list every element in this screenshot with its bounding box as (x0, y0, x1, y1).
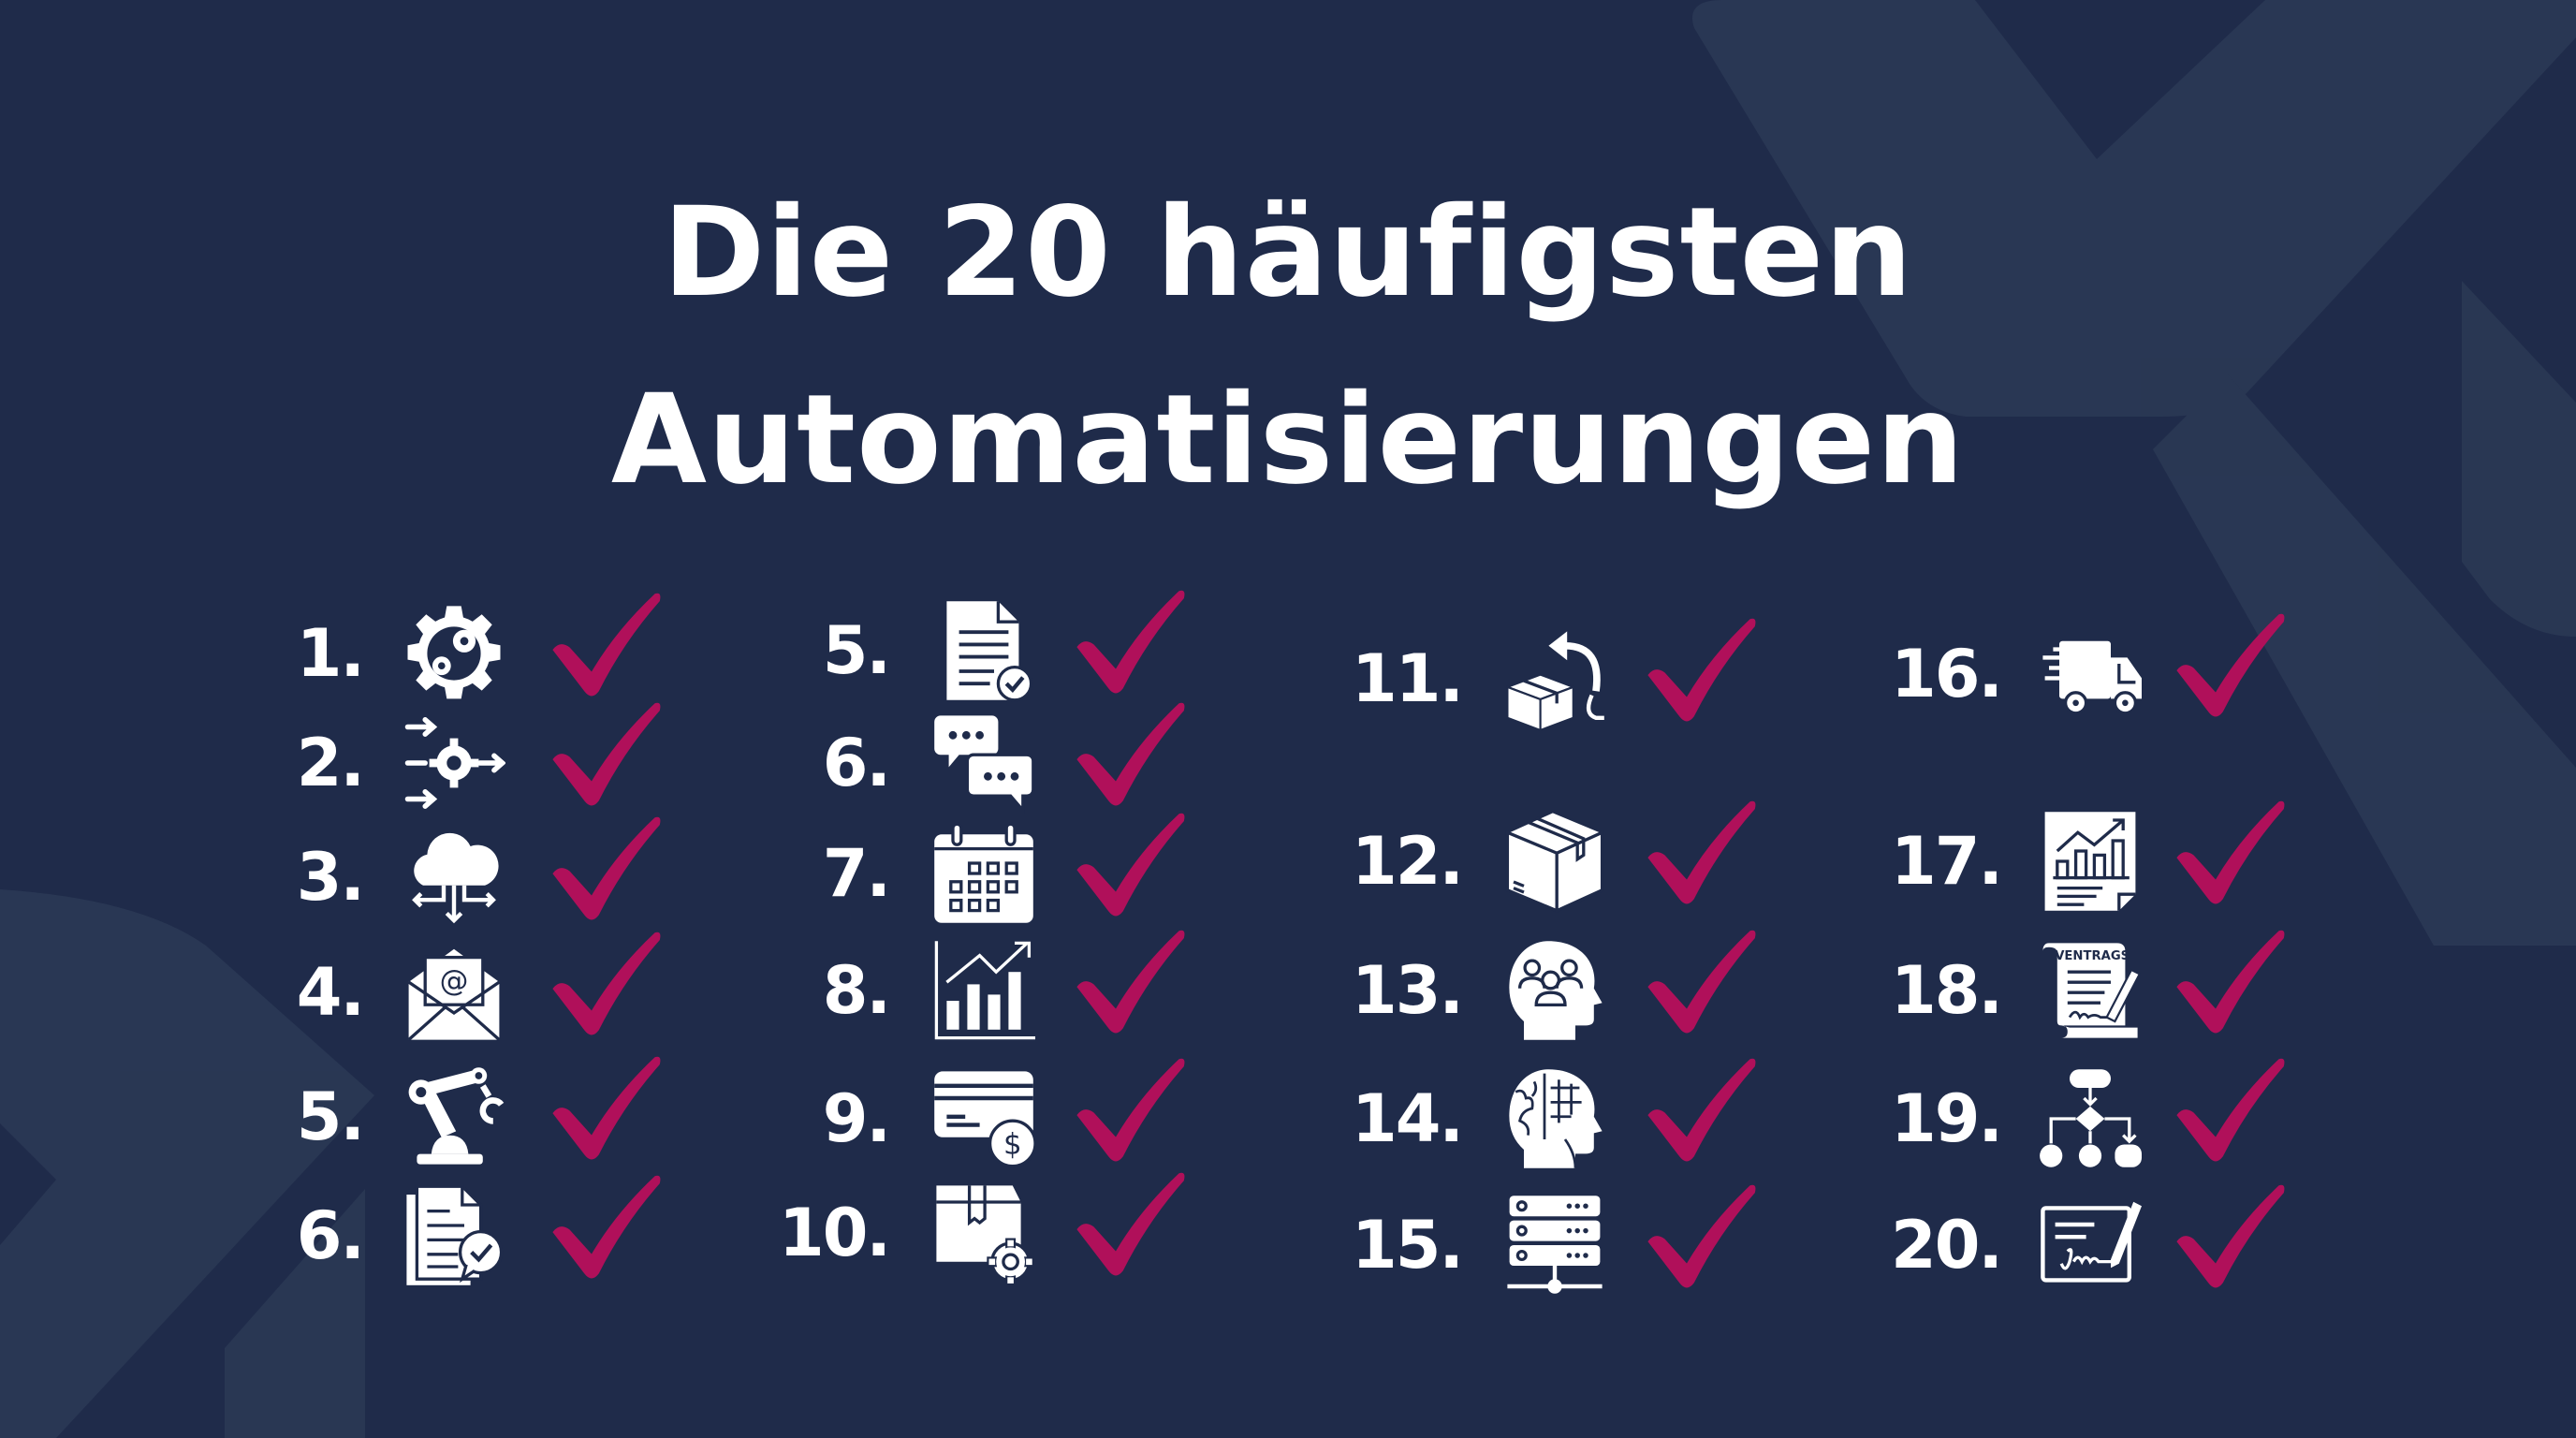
check-icon (1067, 1052, 1189, 1174)
list-item-13: 13. (0, 930, 1778, 1042)
check-icon (1638, 924, 1760, 1046)
e-signature-icon (2039, 1194, 2142, 1297)
item-number: 16. (1890, 636, 2003, 712)
list-item-11: 11. (0, 618, 1778, 730)
growth-chart-icon (932, 939, 1035, 1042)
head-people-icon (1503, 939, 1606, 1042)
delivery-truck-icon (2039, 623, 2142, 726)
check-icon (2167, 1052, 2289, 1174)
item-number: 13. (1351, 952, 1464, 1029)
check-icon (1638, 1179, 1760, 1300)
list-item-6: 6. (0, 1175, 711, 1287)
item-number: 15. (1351, 1207, 1464, 1284)
head-brain-circuit-icon (1503, 1067, 1606, 1170)
item-number: 8. (822, 952, 891, 1029)
svg-text:@: @ (440, 964, 469, 998)
item-number: 6. (296, 1197, 365, 1274)
email-envelope-icon: @ (402, 941, 505, 1044)
item-number: 10. (778, 1195, 891, 1271)
credit-card-payment-icon: $ (932, 1067, 1035, 1170)
item-number: 6. (822, 725, 891, 801)
item-number: 4. (296, 954, 365, 1031)
cloud-distribution-icon (402, 826, 505, 929)
title-line-2: Automatisierungen (610, 368, 1966, 512)
check-icon (2167, 924, 2289, 1046)
gears-icon (402, 602, 505, 705)
check-icon (2167, 1179, 2289, 1300)
list-item-2: 2. (0, 702, 711, 814)
check-icon (1638, 1052, 1760, 1174)
report-chart-icon (2039, 810, 2142, 913)
item-number: 5. (296, 1078, 365, 1155)
list-item-7: 7. (0, 813, 1236, 925)
item-number: 20. (1890, 1207, 2003, 1284)
list-item-5b: 5. (0, 590, 1236, 702)
item-number: 2. (296, 725, 365, 801)
list-item-3: 3. (0, 816, 711, 929)
list-item-19: 19. (0, 1058, 2321, 1170)
item-number: 17. (1890, 823, 2003, 900)
check-icon (2167, 608, 2289, 729)
list-item-4: 4. @ (0, 932, 711, 1044)
check-icon (2167, 795, 2289, 917)
process-arrows-gear-icon (402, 712, 505, 814)
check-icon (1067, 807, 1189, 929)
list-item-9: 9. $ (0, 1058, 1236, 1170)
item-number: 14. (1351, 1080, 1464, 1157)
package-gear-icon (932, 1181, 1035, 1284)
document-approval-chat-icon (402, 1184, 505, 1287)
check-icon (543, 811, 665, 932)
item-number: 12. (1351, 823, 1464, 900)
list-item-17: 17. (0, 800, 2321, 913)
page-title: Die 20 häufigsten Automatisierungen (0, 159, 2576, 534)
item-number: 19. (1890, 1080, 2003, 1157)
item-number: 18. (1890, 952, 2003, 1029)
list-item-14: 14. (0, 1058, 1778, 1170)
check-icon (1067, 584, 1189, 706)
package-return-icon (1503, 627, 1606, 730)
check-icon (1067, 1167, 1189, 1288)
check-icon (543, 587, 665, 709)
list-item-20: 20. (0, 1184, 2321, 1297)
check-icon (543, 697, 665, 818)
list-item-1: 1. (0, 593, 711, 705)
contract-sign-icon: VENTRAGS (2039, 939, 2142, 1042)
server-network-icon (1503, 1194, 1606, 1297)
list-item-10: 10. (0, 1172, 1236, 1284)
robot-arm-icon (402, 1065, 505, 1168)
item-number: 11. (1351, 640, 1464, 717)
check-icon (543, 1169, 665, 1291)
chat-bubbles-icon (932, 712, 1035, 814)
list-item-8: 8. (0, 930, 1236, 1042)
title-line-1: Die 20 häufigsten (662, 181, 1914, 325)
flowchart-icon (2039, 1067, 2142, 1170)
item-number: 3. (296, 839, 365, 916)
list-item-16: 16. (0, 613, 2321, 726)
svg-text:$: $ (1003, 1127, 1022, 1161)
list-item-15: 15. (0, 1184, 1778, 1297)
check-icon (543, 1050, 665, 1172)
check-icon (1067, 697, 1189, 818)
list-item-12: 12. (0, 800, 1778, 913)
check-icon (1067, 924, 1189, 1046)
list-item-18: 18. VENTRAGS (0, 930, 2321, 1042)
calendar-icon (932, 822, 1035, 925)
check-icon (543, 926, 665, 1048)
item-number: 7. (822, 835, 891, 912)
list-item-6b: 6. (0, 702, 1236, 814)
item-number: 1. (296, 615, 365, 692)
package-box-icon (1503, 810, 1606, 913)
document-check-icon (932, 599, 1035, 702)
check-icon (1638, 612, 1760, 734)
item-number: 5. (822, 612, 891, 689)
list-item-5: 5. (0, 1056, 711, 1168)
contract-title-text: VENTRAGS (2055, 949, 2130, 963)
item-number: 9. (822, 1080, 891, 1157)
check-icon (1638, 795, 1760, 917)
